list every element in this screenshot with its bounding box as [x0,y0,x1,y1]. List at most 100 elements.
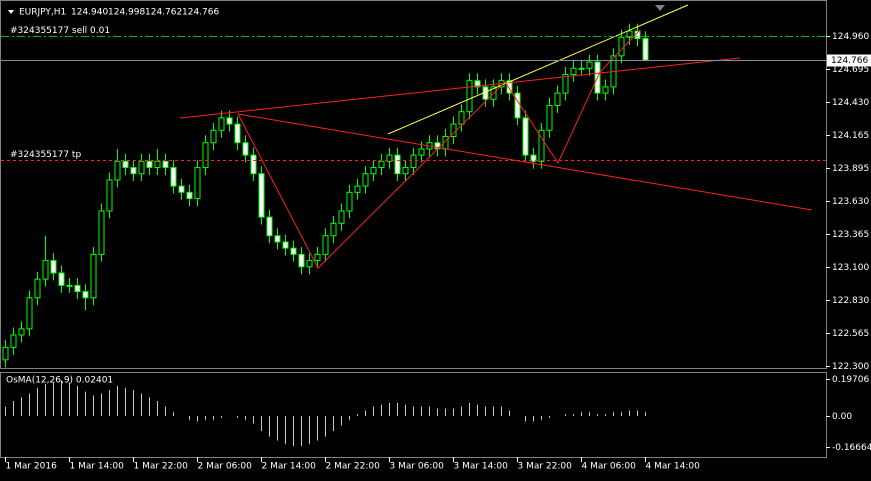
x-tick-label: 3 Mar 06:00 [390,462,445,472]
y-tick-label: 0.19706 [832,375,869,385]
candle-body [354,185,361,193]
y-tick-label: 124.430 [832,98,869,108]
candle-body [506,80,513,94]
candle-body [130,167,137,175]
price-frame [0,0,827,369]
candle-body [18,328,25,336]
candle-body [554,92,561,106]
trend-objects [179,4,813,269]
candle-body [626,30,633,38]
candle-body [90,253,97,299]
candle-body [386,154,393,162]
candle-body [50,260,57,274]
candle-body [346,191,353,212]
candle-body [170,167,177,187]
candle-body [2,346,9,361]
candle-body [394,154,401,175]
candle-body [586,61,593,69]
candle-body [250,154,257,175]
y-tick-label: 124.165 [832,131,869,141]
candle-body [178,185,185,193]
y-tick-label: 123.100 [832,263,869,273]
zigzag [237,29,641,269]
candle-body [282,241,289,249]
ohlc-high: 124.998 [108,8,145,18]
bid-label: 124.766 [831,56,868,66]
x-tick-label: 2 Mar 22:00 [326,462,381,472]
order-label: #324355177 sell 0.01 [10,26,110,36]
candle-body [74,284,81,293]
candle-body [266,216,273,237]
candle-body [66,284,73,287]
candle-body [154,160,161,169]
candle-body [258,173,265,218]
menu-arrow[interactable] [8,10,14,14]
candle-body [314,253,321,262]
candle-body [538,129,545,162]
x-tick-label: 4 Mar 06:00 [582,462,637,472]
y-tick-label: 124.960 [832,32,869,42]
candle-body [210,129,217,144]
candle-body [234,123,241,144]
shift-marker [655,5,665,11]
x-tick-label: 2 Mar 14:00 [262,462,317,472]
candle-body [514,92,521,119]
y-tick-label: 123.365 [832,230,869,240]
candle-body [138,160,145,175]
candle-body [186,191,193,200]
order-label: #324355177 tp [10,150,81,160]
y-tick-label: 0.00 [832,412,852,422]
candle-body [322,235,329,255]
candle-body [642,37,649,61]
candle-body [410,154,417,169]
candle-body [162,160,169,169]
candle-body [418,148,425,156]
candle-body [330,222,337,237]
candle-body [578,67,585,70]
candle-body [530,154,537,162]
x-tick-label: 1 Mar 22:00 [134,462,189,472]
x-tick-label: 3 Mar 14:00 [454,462,509,472]
y-tick-label: 124.695 [832,65,869,75]
candle-body [466,80,473,113]
candle-body [546,104,553,131]
trend-line [237,113,813,211]
candle-body [474,80,481,88]
candle-body [618,36,625,57]
candle-body [402,167,409,175]
candle-body [362,173,369,187]
ohlc-open: 124.940 [71,8,108,18]
trend-line [179,57,741,119]
x-tick-label: 1 Mar 14:00 [70,462,125,472]
x-tick-label: 4 Mar 14:00 [646,462,701,472]
y-tick-label: 123.895 [832,164,869,174]
candle-body [42,260,49,280]
candle-body [242,142,249,156]
candle-body [306,260,313,268]
ohlc-low: 124.762 [145,8,182,18]
y-tick-label: 122.830 [832,296,869,306]
candle-body [522,117,529,156]
candle-body [274,235,281,243]
candle-body [202,142,209,169]
candle-body [226,117,233,125]
indicator-frame [0,372,827,458]
candle-body [570,67,577,75]
trend-line [387,4,689,135]
candle-body [26,297,33,330]
x-tick-label: 3 Mar 22:00 [518,462,573,472]
x-tick-label: 1 Mar 2016 [6,462,58,472]
candle-body [98,210,105,255]
y-tick-label: 123.630 [832,197,869,207]
candle-body [106,179,113,212]
candle-body [290,247,297,255]
candle-body [10,334,17,348]
y-tick-label: -0.16664 [832,443,871,453]
candle-body [298,253,305,268]
indicator-title: OsMA(12,26,9) 0.02401 [6,376,113,386]
candle-body [58,272,65,286]
symbol-title: EURJPY,H1 [19,8,66,18]
candle-body [34,278,41,299]
